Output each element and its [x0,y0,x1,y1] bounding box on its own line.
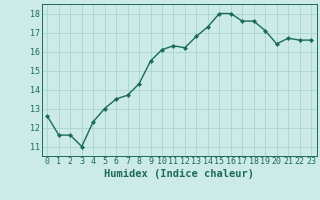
X-axis label: Humidex (Indice chaleur): Humidex (Indice chaleur) [104,169,254,179]
